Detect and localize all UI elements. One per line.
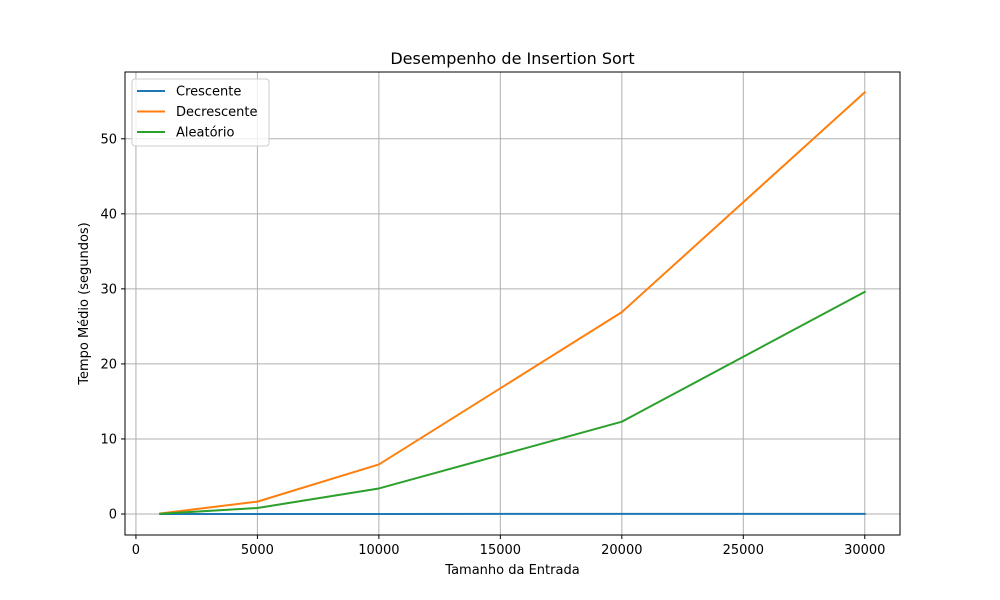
series-lines bbox=[159, 90, 867, 515]
y-tick-label-5: 50 bbox=[100, 132, 117, 147]
x-tick-label-6: 30000 bbox=[844, 543, 885, 558]
legend-box bbox=[131, 78, 270, 147]
y-tick-label-2: 20 bbox=[100, 357, 117, 372]
x-tick-label-5: 25000 bbox=[723, 543, 764, 558]
x-tick-label-2: 10000 bbox=[358, 543, 399, 558]
series-line-aleatório bbox=[159, 290, 867, 515]
series-line-decrescente bbox=[159, 90, 867, 515]
legend-label-2: Aleatório bbox=[176, 126, 234, 141]
y-axis-ticks: 0 10 20 30 40 50 bbox=[100, 132, 125, 522]
x-tick-label-1: 5000 bbox=[241, 543, 274, 558]
x-axis-ticks: 0 5000 10000 15000 20000 25000 30000 bbox=[132, 535, 885, 558]
legend-label-0: Crescente bbox=[176, 85, 241, 100]
y-axis-label: Tempo Médio (segundos) bbox=[77, 222, 92, 386]
x-tick-label-4: 20000 bbox=[601, 543, 642, 558]
plot-frame bbox=[124, 71, 901, 536]
x-tick-label-3: 15000 bbox=[480, 543, 521, 558]
y-tick-label-1: 10 bbox=[100, 432, 117, 447]
y-tick-label-0: 0 bbox=[109, 507, 117, 522]
grid bbox=[125, 72, 900, 535]
legend: Crescente Decrescente Aleatório bbox=[131, 78, 270, 147]
chart-title: Desempenho de Insertion Sort bbox=[390, 49, 634, 68]
y-tick-label-4: 40 bbox=[100, 207, 117, 222]
legend-label-1: Decrescente bbox=[176, 105, 257, 120]
x-axis-label: Tamanho da Entrada bbox=[444, 563, 579, 578]
x-tick-label-0: 0 bbox=[132, 543, 140, 558]
y-tick-label-3: 30 bbox=[100, 282, 117, 297]
